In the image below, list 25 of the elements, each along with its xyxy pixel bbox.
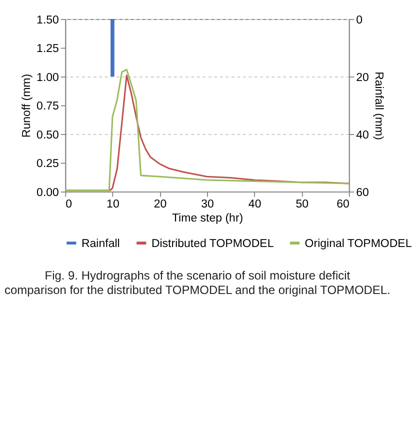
y-tick-label: 0.50 xyxy=(36,129,59,142)
y-tick-label: 1.00 xyxy=(36,72,59,84)
x-tick-label: 30 xyxy=(201,198,214,210)
y-tick-label: 0.00 xyxy=(36,186,59,199)
x-tick-label: 40 xyxy=(248,198,262,210)
y2-tick-label: 60 xyxy=(356,186,369,199)
y-tick-label: 1.50 xyxy=(36,14,59,26)
x-tick-label: 20 xyxy=(154,198,167,210)
x-tick-label: 10 xyxy=(106,198,120,210)
x-tick-label: 50 xyxy=(296,198,308,210)
y2-axis-title: Rainfall (mm) xyxy=(372,72,385,140)
y2-tick-label: 20 xyxy=(356,72,369,84)
legend-label: Distributed TOPMODEL xyxy=(151,238,274,250)
y-tick-label: 0.75 xyxy=(36,100,59,113)
x-axis-title: Time step (hr) xyxy=(172,212,244,225)
y-axis-title: Runoff (mm) xyxy=(20,74,33,138)
legend-label: Rainfall xyxy=(81,238,120,250)
legend-label: Original TOPMODEL xyxy=(304,238,412,250)
y-tick-label: 1.25 xyxy=(36,43,59,56)
y2-tick-label: 40 xyxy=(356,129,369,142)
y-tick-label: 0.25 xyxy=(36,158,59,170)
y2-tick-label: 0 xyxy=(356,14,362,26)
x-tick-label: 60 xyxy=(336,198,350,210)
x-tick-label: 0 xyxy=(66,198,72,210)
caption: Fig. 9. Hydrographs of the scenario of soil moisture deficit comparison for the distributed TOPMODEL and the original TOPMODEL. xyxy=(4,268,390,298)
